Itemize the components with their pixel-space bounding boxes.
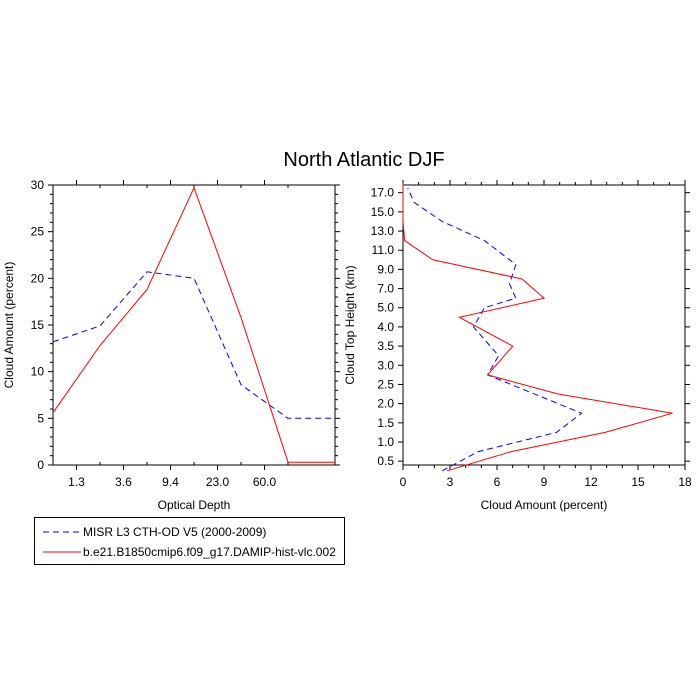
right-y-tick-label: 9.0: [377, 262, 394, 276]
legend-swatch-solid-red: [43, 551, 81, 553]
legend-entry-model: b.e21.B1850cmip6.f09_g17.DAMIP-hist-vlc.…: [43, 544, 343, 560]
left-x-tick-label: 23.0: [206, 475, 230, 489]
right-x-tick-label: 12: [584, 475, 598, 489]
left-series-line-model: [52, 186, 335, 463]
left-chart-optical-depth: 0 5 10 15 20 25 30 1.3 3.6 9.4 23.0 60.0 Optical De…: [2, 178, 340, 512]
left-series-group: [52, 186, 335, 463]
left-y-tick-label: 10: [31, 365, 45, 379]
right-plot-frame: [402, 184, 686, 466]
right-y-tick-label: 5.0: [377, 301, 394, 315]
right-y-tick-label: 2.5: [377, 377, 394, 391]
legend-swatch-dashed-blue: [43, 531, 81, 533]
left-series-line-observations: [52, 271, 335, 419]
left-ticks: 0 5 10 15 20 25 30 1.3 3.6 9.4 23.0 60.0: [31, 178, 340, 489]
left-y-tick-label: 30: [31, 178, 45, 192]
right-series-line-observations: [407, 187, 583, 472]
right-y-tick-label: 4.0: [377, 320, 394, 334]
right-x-tick-label: 18: [678, 475, 692, 489]
right-y-axis-label: Cloud Top Height (km): [343, 265, 357, 384]
right-y-tick-label: 17.0: [371, 186, 395, 200]
right-x-tick-label: 0: [400, 475, 407, 489]
left-y-tick-label: 20: [31, 271, 45, 285]
right-x-tick-label: 3: [447, 475, 454, 489]
right-chart-cloud-top-height: 0.5 1.0 1.5 2.0 2.5 3.0 3.5 4.0 5.0 7.0 9.0 11.0 13.…: [343, 180, 692, 512]
right-x-tick-label: 9: [541, 475, 548, 489]
right-y-tick-label: 3.0: [377, 358, 394, 372]
right-y-tick-label: 3.5: [377, 339, 394, 353]
right-series-line-model: [402, 183, 673, 472]
right-y-tick-label: 7.0: [377, 282, 394, 296]
right-y-tick-label: 13.0: [371, 224, 395, 238]
left-y-tick-label: 0: [37, 458, 44, 472]
left-y-tick-label: 15: [31, 318, 45, 332]
left-x-tick-label: 60.0: [253, 475, 277, 489]
left-y-axis-label: Cloud Amount (percent): [2, 262, 16, 389]
legend-label: b.e21.B1850cmip6.f09_g17.DAMIP-hist-vlc.…: [83, 545, 336, 559]
right-series-group: [402, 183, 673, 472]
right-y-tick-label: 11.0: [372, 243, 395, 257]
left-y-tick-label: 5: [37, 411, 44, 425]
left-x-tick-label: 3.6: [115, 475, 132, 489]
right-x-tick-label: 6: [494, 475, 501, 489]
left-x-tick-label: 9.4: [162, 475, 179, 489]
left-x-tick-label: 1.3: [68, 475, 85, 489]
legend: MISR L3 CTH-OD V5 (2000-2009) b.e21.B185…: [34, 517, 345, 565]
left-y-tick-label: 25: [31, 225, 45, 239]
right-y-tick-label: 15.0: [371, 205, 395, 219]
right-x-axis-label: Cloud Amount (percent): [481, 498, 608, 512]
right-y-tick-label: 1.5: [377, 416, 394, 430]
legend-entry-observations: MISR L3 CTH-OD V5 (2000-2009): [43, 524, 343, 540]
right-ticks: 0.5 1.0 1.5 2.0 2.5 3.0 3.5 4.0 5.0 7.0 9.0 11.0 13.…: [371, 180, 692, 489]
figure-title: North Atlantic DJF: [283, 149, 444, 171]
legend-label: MISR L3 CTH-OD V5 (2000-2009): [83, 525, 267, 539]
right-y-tick-label: 0.5: [377, 454, 394, 468]
right-x-tick-label: 15: [631, 475, 645, 489]
left-plot-frame: [52, 184, 336, 466]
right-y-tick-label: 1.0: [377, 435, 394, 449]
left-x-axis-label: Optical Depth: [158, 498, 231, 512]
right-y-tick-label: 2.0: [377, 397, 394, 411]
